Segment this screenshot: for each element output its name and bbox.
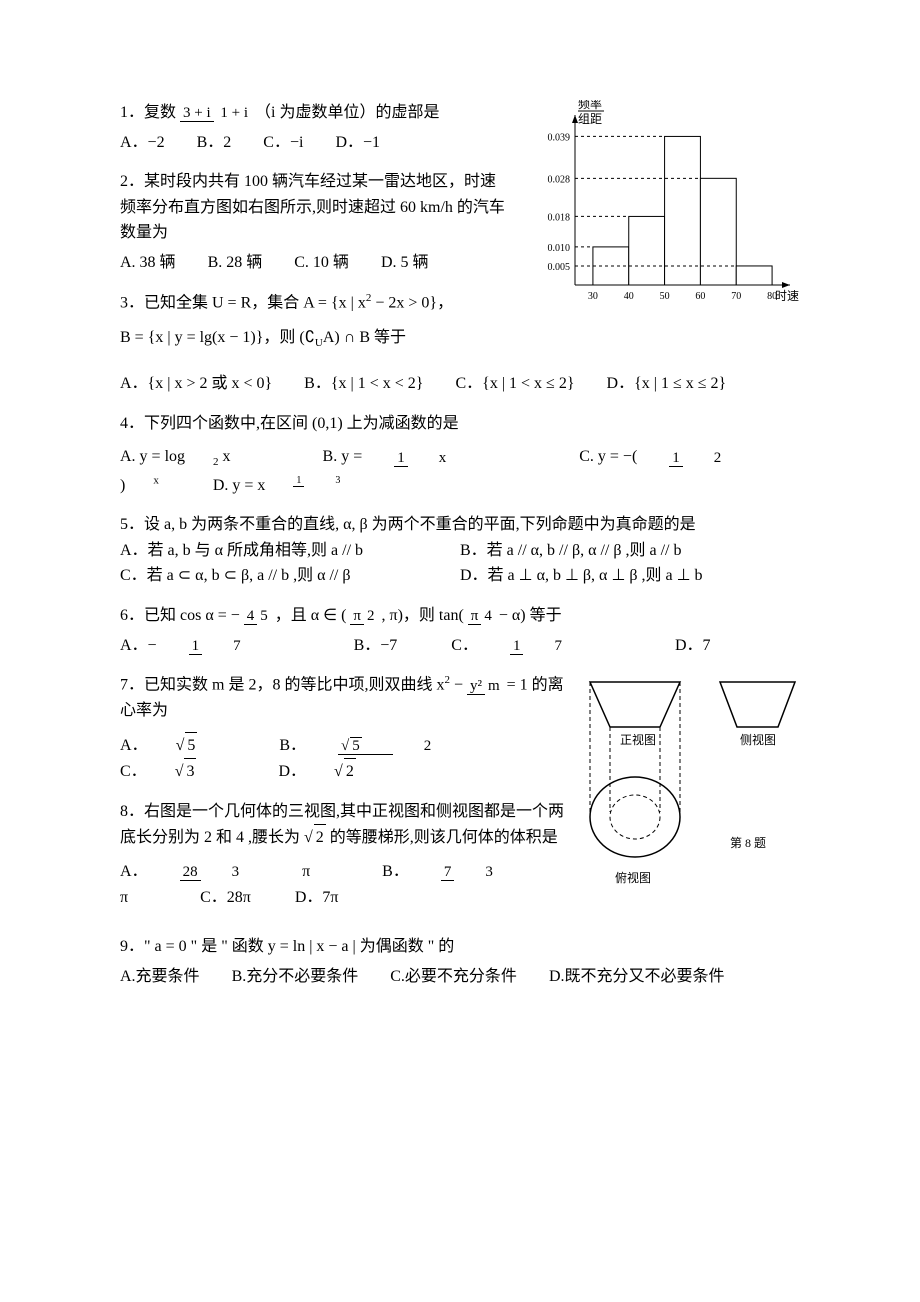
question-6: 6．已知 cos α = − 45 ，且 α ∈ ( π2 , π)，则 tan… — [120, 603, 800, 658]
question-2: 2．某时段内共有 100 辆汽车经过某一雷达地区，时速频率分布直方图如右图所示,… — [120, 169, 510, 275]
question-9: 9．" a = 0 " 是 " 函数 y = ln | x − a | 为偶函数… — [120, 934, 800, 989]
q9-opt-d: D.既不充分又不必要条件 — [549, 968, 725, 985]
svg-text:0.010: 0.010 — [548, 243, 571, 254]
svg-text:第 8 题: 第 8 题 — [730, 836, 766, 850]
svg-text:俯视图: 俯视图 — [615, 870, 651, 885]
q5-opt-d: D．若 a ⊥ α, b ⊥ β, α ⊥ β ,则 a ⊥ b — [460, 563, 800, 589]
svg-text:0.005: 0.005 — [548, 262, 571, 273]
q1-opt-d: D．−1 — [335, 134, 380, 151]
question-4: 4．下列四个函数中,在区间 (0,1) 上为减函数的是 A. y = log2 … — [120, 411, 800, 498]
svg-text:70: 70 — [731, 291, 741, 302]
q3-opt-a: A．{x | x > 2 或 x < 0} — [120, 375, 272, 392]
q1-stem-b: （i 为虚数单位）的虚部是 — [255, 104, 439, 121]
question-5: 5．设 a, b 为两条不重合的直线, α, β 为两个不重合的平面,下列命题中… — [120, 512, 800, 589]
svg-text:0.028: 0.028 — [548, 174, 571, 185]
q1-opt-b: B．2 — [197, 134, 232, 151]
q1-opt-c: C．−i — [263, 134, 303, 151]
histogram-chart: 频率组距时速 0.005 0.010 0.018 0.028 0.039 30 40 50 60 7… — [520, 100, 800, 310]
q2-opt-d: D. 5 辆 — [381, 254, 429, 271]
q2-opt-b: B. 28 辆 — [208, 254, 263, 271]
svg-text:80: 80 — [767, 291, 777, 302]
question-8: 8．右图是一个几何体的三视图,其中正视图和侧视图都是一个两底长分别为 2 和 4… — [120, 799, 570, 910]
q3-stem-a: 3．已知全集 U = R，集合 A = {x | x — [120, 294, 366, 311]
svg-text:0.039: 0.039 — [548, 132, 571, 143]
q9-opt-c: C.必要不充分条件 — [390, 968, 517, 985]
svg-text:30: 30 — [588, 291, 598, 302]
svg-text:0.018: 0.018 — [548, 212, 571, 223]
svg-text:50: 50 — [660, 291, 670, 302]
svg-text:40: 40 — [624, 291, 634, 302]
q5-opt-c: C．若 a ⊂ α, b ⊂ β, a // b ,则 α // β — [120, 563, 460, 589]
q1-opt-a: A．−2 — [120, 134, 165, 151]
q2-opt-a: A. 38 辆 — [120, 254, 176, 271]
three-view-diagram: 正视图 侧视图俯视图 第 8 题 — [580, 672, 800, 902]
question-7: 7．已知实数 m 是 2，8 的等比中项,则双曲线 x2 − y²m = 1 的… — [120, 672, 570, 785]
q3-opt-d: D．{x | 1 ≤ x ≤ 2} — [607, 375, 727, 392]
q5-opt-b: B．若 a // α, b // β, α // β ,则 a // b — [460, 538, 800, 564]
q1-stem-a: 1．复数 — [120, 104, 180, 121]
q5-stem: 5．设 a, b 为两条不重合的直线, α, β 为两个不重合的平面,下列命题中… — [120, 512, 800, 538]
q4-stem: 4．下列四个函数中,在区间 (0,1) 上为减函数的是 — [120, 411, 800, 437]
svg-text:60: 60 — [695, 291, 705, 302]
q2-opt-c: C. 10 辆 — [294, 254, 349, 271]
q5-opt-a: A．若 a, b 与 α 所成角相等,则 a // b — [120, 538, 460, 564]
svg-text:频率: 频率 — [578, 100, 602, 111]
question-3: 3．已知全集 U = R，集合 A = {x | x2 − 2x > 0}， B… — [120, 290, 510, 354]
svg-text:侧视图: 侧视图 — [740, 732, 776, 747]
q9-opt-a: A.充要条件 — [120, 968, 200, 985]
q9-opt-b: B.充分不必要条件 — [232, 968, 359, 985]
svg-text:正视图: 正视图 — [620, 732, 656, 747]
q3-opt-c: C．{x | 1 < x ≤ 2} — [455, 375, 574, 392]
q3-stem-c: B = {x | y = lg(x − 1)}，则 (∁ — [120, 329, 315, 346]
q2-stem: 2．某时段内共有 100 辆汽车经过某一雷达地区，时速频率分布直方图如右图所示,… — [120, 169, 510, 246]
q9-stem: 9．" a = 0 " 是 " 函数 y = ln | x − a | 为偶函数… — [120, 934, 800, 960]
svg-text:时速: 时速 — [775, 289, 799, 303]
q1-frac: 3 + i 1 + i — [180, 105, 251, 122]
svg-text:组距: 组距 — [578, 112, 602, 126]
question-3-opts: A．{x | x > 2 或 x < 0} B．{x | 1 < x < 2} … — [120, 371, 800, 397]
question-1: 1．复数 3 + i 1 + i （i 为虚数单位）的虚部是 A．−2 B．2 … — [120, 100, 510, 155]
q3-opt-b: B．{x | 1 < x < 2} — [304, 375, 423, 392]
